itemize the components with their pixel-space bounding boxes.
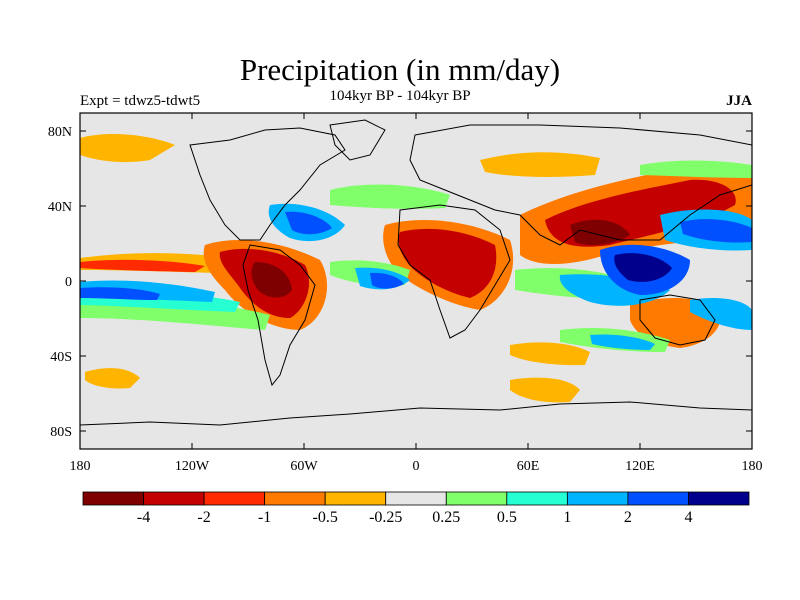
anomaly-patch-north-atlantic-green xyxy=(330,184,450,209)
colorbar-label: -0.5 xyxy=(313,509,338,526)
colorbar-label: -1 xyxy=(258,509,271,526)
colorbar-swatch xyxy=(385,491,447,506)
coastline-greenland xyxy=(329,119,386,161)
colorbar-label: 2 xyxy=(624,509,632,526)
lon-label-0: 0 xyxy=(413,459,420,474)
coastline-africa xyxy=(397,204,511,339)
anomaly-patch-south-indian xyxy=(510,377,580,403)
anomaly-patch-southwest-pacific-blue xyxy=(690,298,752,330)
lon-label-180e: 180 xyxy=(742,459,763,474)
lon-label-120w: 120W xyxy=(175,459,210,474)
coastline-north-america xyxy=(189,127,346,241)
colorbar-label: 1 xyxy=(563,509,571,526)
coastline-eurasia xyxy=(409,124,752,246)
anomaly-patch-maritime-core xyxy=(614,253,672,282)
anomaly-patch-north-pacific-green xyxy=(640,160,752,178)
colorbar-swatch xyxy=(506,491,568,506)
coastline-australia xyxy=(639,294,716,346)
lat-label-0: 0 xyxy=(65,275,72,290)
lat-label-80s: 80S xyxy=(50,425,72,440)
lat-ticks xyxy=(80,130,752,432)
season-label: JJA xyxy=(726,93,752,109)
anomaly-patch-eq-pacific-red xyxy=(80,259,205,272)
anomaly-patch-gulf-deep xyxy=(285,211,332,235)
colorbar-swatch xyxy=(627,491,689,506)
colorbar: -4 -2 -1 -0.5 -0.25 0.25 0.5 1 2 4 xyxy=(82,491,750,526)
colorbar-swatch xyxy=(688,491,750,506)
colorbar-label: 0.25 xyxy=(432,509,460,526)
experiment-label: Expt = tdwz5-tdwt5 xyxy=(80,93,201,109)
anomaly-patch-south-atlantic xyxy=(510,342,590,366)
coastlines xyxy=(80,119,752,426)
lon-label-60e: 60E xyxy=(517,459,540,474)
colorbar-label: 0.5 xyxy=(497,509,517,526)
anomaly-patch-south-indian-blue xyxy=(590,334,655,350)
colorbar-swatch xyxy=(143,491,205,506)
anomaly-patch-west-pacific-deep xyxy=(680,219,752,243)
anomaly-patch-southeast-pacific xyxy=(85,368,140,389)
colorbar-swatch xyxy=(566,491,629,506)
colorbar-swatch xyxy=(203,491,266,506)
lon-ticks xyxy=(191,113,641,449)
lon-label-180w: 180 xyxy=(70,459,91,474)
anomaly-patch-atlantic-itcz-deep xyxy=(370,272,404,289)
coastline-south-america xyxy=(242,244,316,387)
anomaly-patch-arctic-pacific xyxy=(80,134,175,163)
lon-label-60w: 60W xyxy=(290,459,318,474)
lat-label-80n: 80N xyxy=(48,125,72,140)
lat-label-40s: 40S xyxy=(50,350,72,365)
period-label: 104kyr BP - 104kyr BP xyxy=(329,88,471,104)
colorbar-label: 4 xyxy=(684,509,692,526)
colorbar-swatch xyxy=(445,491,508,506)
anomaly-patch-mideast xyxy=(480,152,600,177)
coastline-antarctica xyxy=(80,401,752,426)
anomaly-patch-eq-pacific-deep xyxy=(80,287,160,300)
figure-title: Precipitation (in mm/day) xyxy=(239,52,561,87)
precipitation-field xyxy=(80,134,752,403)
colorbar-swatch xyxy=(264,491,326,506)
lon-label-120e: 120E xyxy=(625,459,655,474)
colorbar-label: -2 xyxy=(197,509,210,526)
lat-label-40n: 40N xyxy=(48,200,72,215)
colorbar-label: -0.25 xyxy=(369,509,402,526)
colorbar-swatch xyxy=(324,491,387,506)
colorbar-swatch xyxy=(82,491,144,506)
colorbar-label: -4 xyxy=(137,509,150,526)
anomaly-patch-africa-red xyxy=(398,228,497,298)
anomaly-patch-amazon-core xyxy=(251,262,292,298)
